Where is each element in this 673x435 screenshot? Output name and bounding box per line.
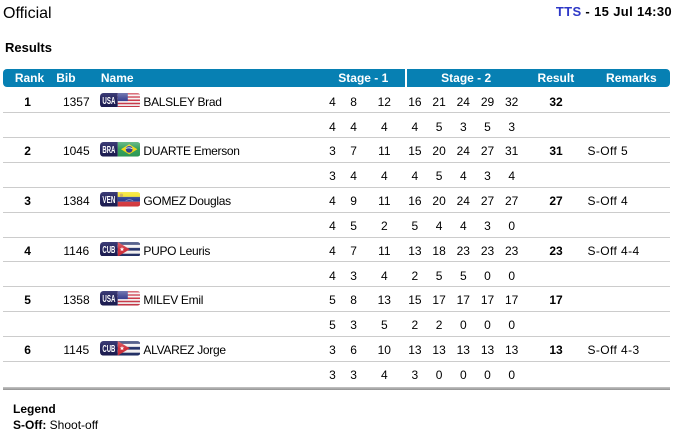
svg-text:BRA: BRA (102, 145, 115, 156)
svg-text:VEN: VEN (102, 195, 115, 206)
svg-text:USA: USA (102, 294, 115, 305)
svg-text:CUB: CUB (102, 344, 115, 355)
svg-text:CUB: CUB (102, 245, 115, 256)
svg-text:USA: USA (102, 96, 115, 107)
